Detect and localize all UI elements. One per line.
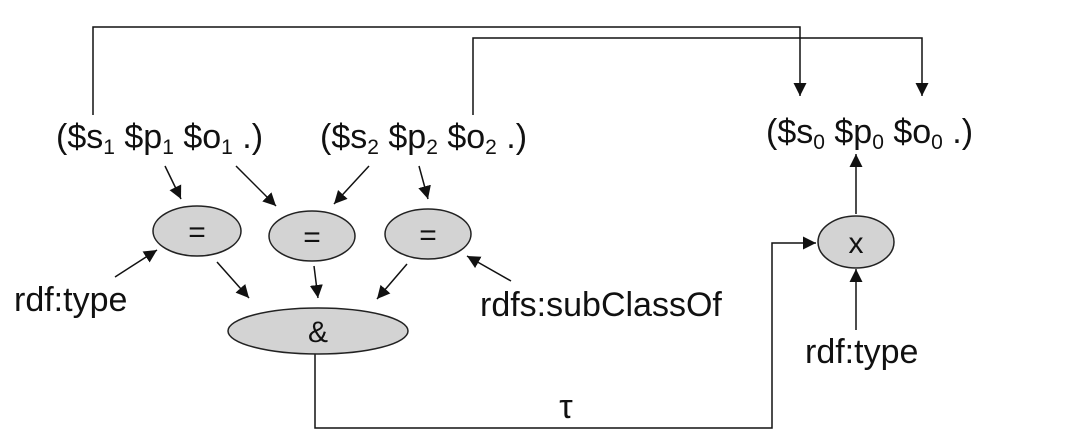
equality-node-2-label: = bbox=[303, 221, 321, 254]
object-binding-connector bbox=[472, 37, 929, 115]
arrow-eq3-to-and bbox=[376, 263, 408, 300]
premise-pattern-1: ($s1 $p1 $o1 .) bbox=[56, 118, 263, 159]
arrow-o1-to-eq2 bbox=[235, 165, 277, 207]
arrow-subclassof-to-eq3 bbox=[466, 255, 512, 282]
conclusion-pattern: ($s0 $p0 $o0 .) bbox=[766, 113, 973, 154]
premise-pattern-2: ($s2 $p2 $o2 .) bbox=[320, 118, 527, 159]
subject-binding-connector bbox=[92, 26, 807, 115]
rdf-type-label-right: rdf:type bbox=[805, 333, 918, 371]
tau-connector bbox=[314, 236, 816, 429]
x-node bbox=[817, 215, 895, 269]
arrow-eq1-to-and bbox=[216, 261, 250, 299]
conjunction-node bbox=[227, 307, 409, 355]
arrow-s1-to-eq1 bbox=[164, 165, 182, 200]
equality-node-2 bbox=[268, 210, 356, 262]
rdfs-subclassof-label: rdfs:subClassOf bbox=[480, 286, 722, 324]
equality-node-1 bbox=[152, 205, 242, 257]
conjunction-node-label: & bbox=[308, 316, 328, 349]
rdf-type-label-left: rdf:type bbox=[14, 281, 127, 319]
x-node-label: x bbox=[849, 227, 864, 260]
tau-label: τ bbox=[559, 388, 573, 426]
arrow-eq2-to-and bbox=[309, 265, 323, 299]
arrow-type-to-eq1 bbox=[114, 249, 158, 278]
arrow-s2-to-eq2 bbox=[333, 165, 370, 205]
equality-node-3 bbox=[384, 208, 472, 260]
arrow-o2-to-eq3 bbox=[418, 165, 431, 200]
equality-node-3-label: = bbox=[419, 219, 437, 252]
equality-node-1-label: = bbox=[188, 216, 206, 249]
